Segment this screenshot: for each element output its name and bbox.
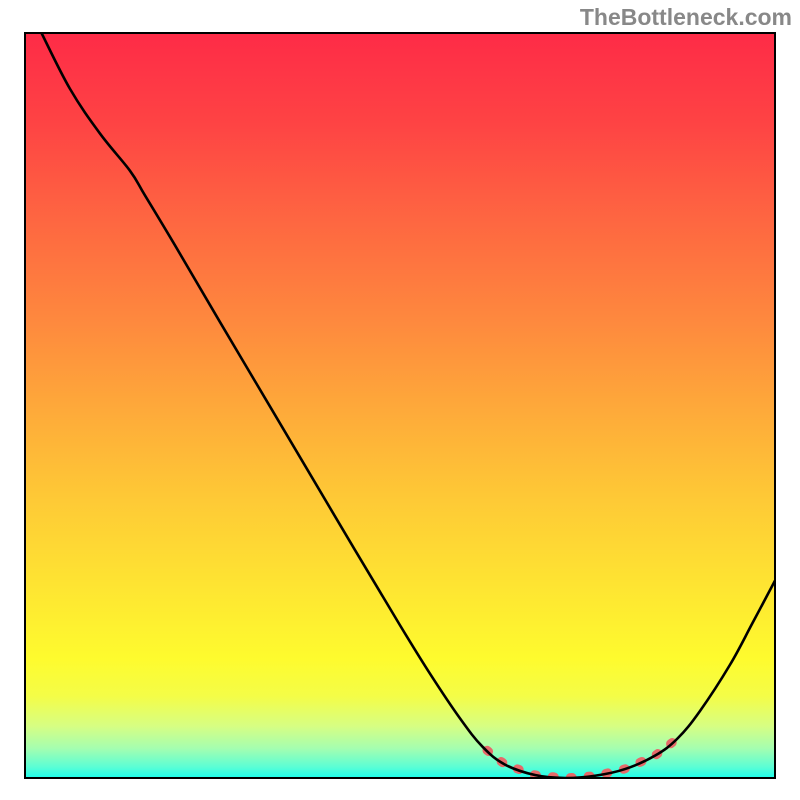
chart-container: TheBottleneck.com bbox=[0, 0, 800, 800]
watermark-text: TheBottleneck.com bbox=[580, 4, 792, 31]
gradient-background bbox=[25, 33, 775, 778]
bottleneck-chart bbox=[0, 0, 800, 800]
